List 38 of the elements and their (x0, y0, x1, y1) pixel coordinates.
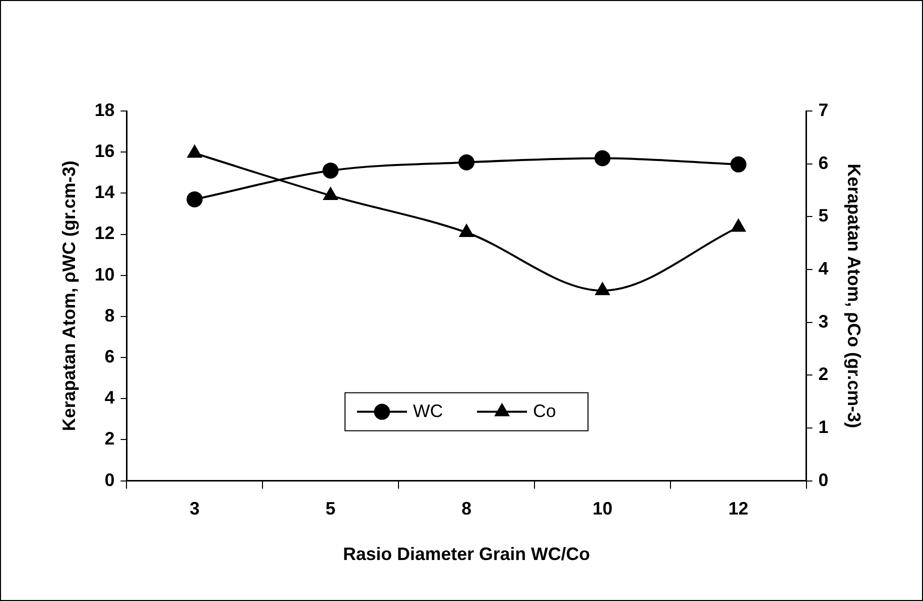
y2-tick-label: 3 (818, 311, 828, 332)
y-tick-label: 18 (94, 100, 115, 120)
x-tick-label: 12 (728, 498, 748, 519)
y-axis-title: Kerapatan Atom, ρWC (gr.cm-3) (58, 160, 79, 432)
point (188, 145, 202, 158)
y-tick-label: 8 (104, 305, 115, 326)
y2-tick-label: 4 (818, 258, 828, 278)
y-tick-label: 2 (104, 428, 115, 449)
y-tick-label: 12 (94, 223, 115, 244)
x-tick-label: 8 (462, 498, 472, 519)
y-tick-label: 14 (94, 182, 115, 202)
legend-label: Co (532, 400, 556, 421)
y2-tick-label: 2 (818, 364, 828, 384)
y-tick-label: 4 (104, 388, 115, 408)
point (458, 154, 475, 170)
y-tick-label: 16 (94, 141, 115, 162)
y2-tick-label: 0 (818, 470, 828, 490)
legend-label: WC (413, 400, 444, 421)
x-tick-label: 3 (190, 498, 200, 519)
point (323, 188, 338, 200)
y2-tick-label: 7 (818, 100, 828, 120)
point (731, 219, 746, 232)
y-tick-label: 6 (104, 346, 115, 366)
point (459, 224, 474, 238)
x-tick-label: 10 (592, 498, 612, 519)
point (595, 282, 610, 296)
y2-tick-label: 1 (818, 416, 828, 437)
y-tick-label: 0 (104, 470, 115, 490)
point (186, 191, 203, 208)
y2-tick-label: 6 (818, 152, 828, 173)
point (322, 162, 339, 179)
x-tick-label: 5 (326, 498, 336, 519)
y-tick-label: 10 (94, 264, 115, 284)
x-axis-title: Rasio Diameter Grain WC/Co (342, 544, 590, 564)
point (594, 150, 610, 166)
y2-axis-title: Kerapatan Atom, ρCo (gr.cm-3) (844, 164, 864, 428)
point (730, 156, 746, 172)
y2-tick-label: 5 (818, 206, 828, 226)
